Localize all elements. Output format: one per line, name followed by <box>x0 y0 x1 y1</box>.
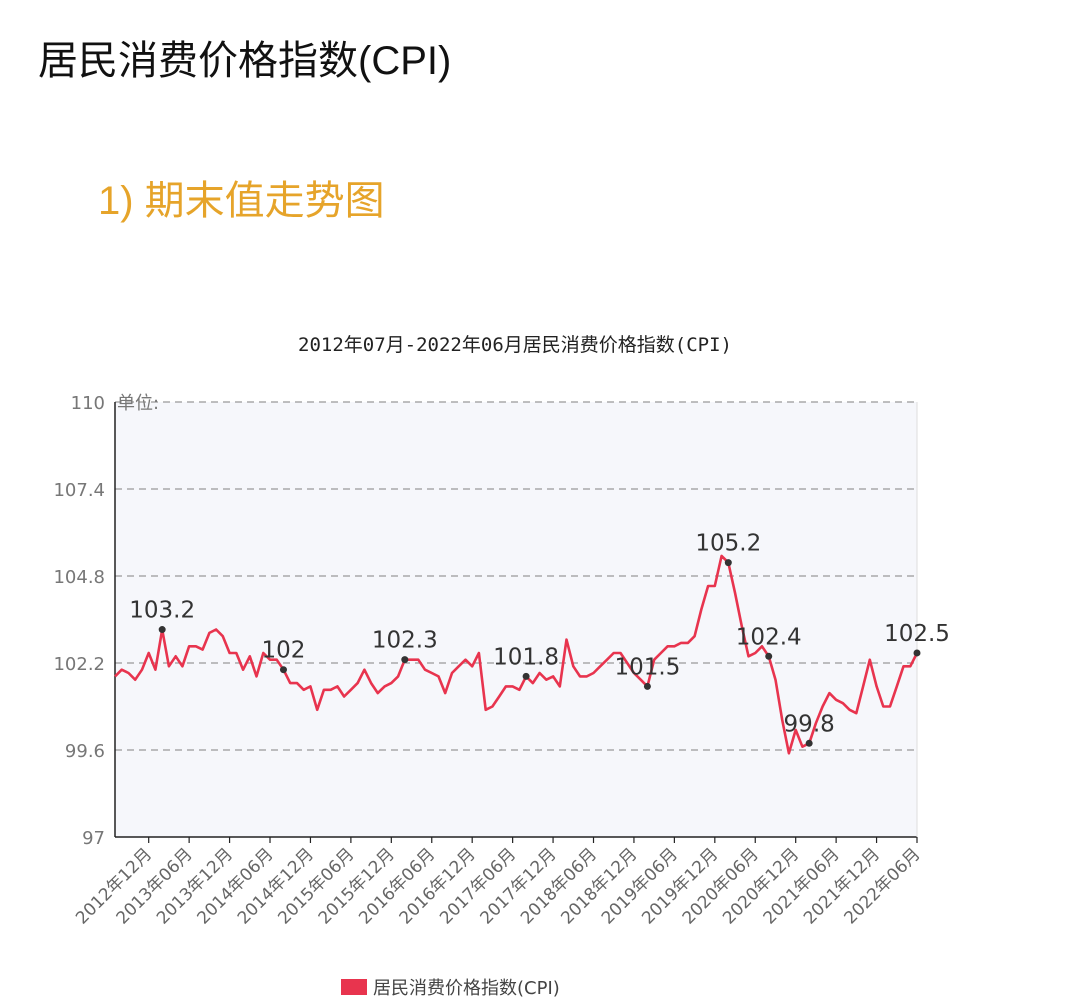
legend-label: 居民消费价格指数(CPI) <box>373 978 560 997</box>
data-point-marker <box>913 649 921 657</box>
data-point-marker <box>643 682 651 690</box>
data-label: 101.5 <box>614 654 680 680</box>
section-title: 1) 期末值走势图 <box>98 179 385 223</box>
y-tick-label: 97 <box>82 828 105 849</box>
plot-background <box>115 402 917 837</box>
data-point-marker <box>724 559 732 567</box>
y-tick-label: 102.2 <box>53 654 105 675</box>
data-point-marker <box>805 739 813 747</box>
data-label: 102 <box>262 638 306 664</box>
data-label: 99.8 <box>784 711 835 737</box>
y-tick-label: 107.4 <box>53 480 105 501</box>
data-point-marker <box>279 666 287 674</box>
data-label: 102.3 <box>372 628 438 654</box>
data-label: 102.4 <box>736 624 802 650</box>
data-point-marker <box>401 656 409 664</box>
chart-title: 2012年07月-2022年06月居民消费价格指数(CPI) <box>298 334 732 356</box>
data-point-marker <box>765 652 773 660</box>
unit-label: 单位: <box>117 393 159 414</box>
data-label: 101.8 <box>493 644 559 670</box>
data-label: 102.5 <box>884 621 950 647</box>
data-point-marker <box>158 626 166 634</box>
y-tick-label: 110 <box>71 393 105 414</box>
legend-swatch <box>341 979 367 995</box>
page-title: 居民消费价格指数(CPI) <box>38 39 452 83</box>
data-label: 103.2 <box>129 598 195 624</box>
data-label: 105.2 <box>695 531 761 557</box>
y-tick-label: 104.8 <box>53 567 105 588</box>
y-tick-label: 99.6 <box>65 741 105 762</box>
data-point-marker <box>522 672 530 680</box>
cpi-series-line <box>114 554 919 755</box>
legend: 居民消费价格指数(CPI) <box>341 978 560 997</box>
